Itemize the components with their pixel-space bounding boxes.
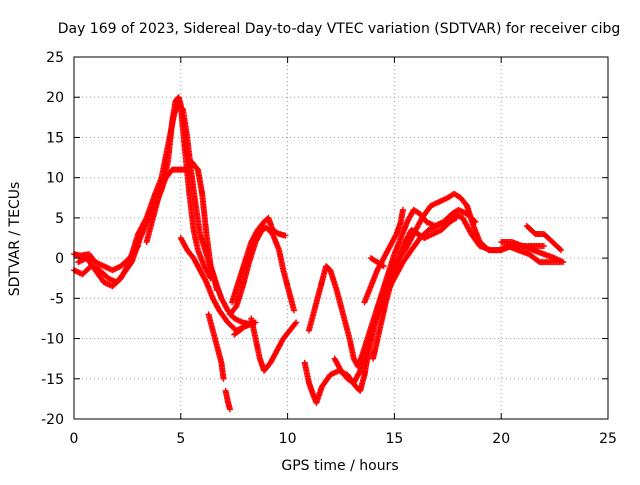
series-arc-18 — [523, 222, 565, 254]
x-tick-label: 5 — [176, 431, 185, 447]
data-points — [71, 94, 567, 413]
y-tick-label: -20 — [41, 412, 64, 428]
x-tick-label: 25 — [599, 431, 617, 447]
data-point — [226, 406, 233, 413]
series-arc-16 — [370, 214, 460, 362]
y-tick-label: 5 — [55, 211, 64, 227]
series-arc-8 — [226, 224, 298, 318]
data-point — [134, 244, 141, 251]
y-tick-label: 25 — [46, 50, 64, 66]
series-arc-7 — [222, 387, 233, 413]
axis-ticks: 0 5 10 15 20 25 -20 -15 -10 -5 0 5 10 15 20 25 — [41, 50, 617, 447]
y-tick-label: 15 — [46, 130, 64, 146]
y-tick-label: 20 — [46, 90, 64, 106]
y-tick-label: 10 — [46, 171, 64, 187]
data-point — [472, 218, 479, 225]
y-tick-label: -15 — [41, 372, 64, 388]
data-point — [367, 255, 374, 262]
x-tick-label: 15 — [385, 431, 403, 447]
series-arc-19 — [498, 239, 567, 266]
data-point — [556, 246, 563, 253]
series-arc-3 — [71, 243, 142, 274]
data-point — [369, 255, 376, 262]
y-tick-label: -5 — [50, 291, 64, 307]
data-point — [252, 319, 259, 326]
data-point — [399, 206, 406, 213]
data-point — [558, 247, 565, 254]
data-point — [452, 215, 459, 222]
data-point — [282, 232, 289, 239]
chart-title: Day 169 of 2023, Sidereal Day-to-day VTE… — [58, 21, 621, 37]
data-point — [540, 243, 547, 250]
series-arc-10 — [248, 315, 300, 374]
series-arc-6 — [205, 311, 227, 382]
x-axis-title: GPS time / hours — [281, 458, 398, 474]
data-point — [135, 243, 142, 250]
data-point — [453, 214, 460, 221]
x-tick-label: 20 — [492, 431, 510, 447]
data-point — [293, 319, 300, 326]
series-arc-9 — [229, 214, 289, 306]
data-point — [535, 258, 542, 265]
series-arc-11 — [231, 319, 259, 338]
y-tick-label: -10 — [41, 332, 64, 348]
plot-frame — [73, 56, 609, 420]
y-axis-title: SDTVAR / TECUs — [7, 182, 23, 297]
x-tick-label: 10 — [279, 431, 297, 447]
data-point — [471, 217, 478, 224]
y-tick-label: 0 — [55, 251, 64, 267]
data-point — [291, 307, 298, 314]
data-point — [292, 320, 299, 327]
series-arc-17 — [367, 255, 387, 270]
data-point — [560, 259, 567, 266]
data-point — [220, 375, 227, 382]
x-tick-label: 0 — [70, 431, 79, 447]
